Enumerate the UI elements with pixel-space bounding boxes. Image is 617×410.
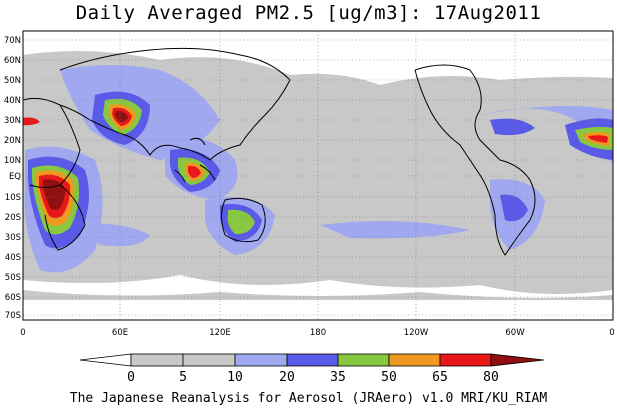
colorbar-segment (439, 353, 492, 367)
colorbar (79, 353, 545, 367)
colorbar-label: 50 (381, 370, 397, 385)
colorbar-segment (490, 353, 545, 367)
colorbar-label: 20 (279, 370, 295, 385)
lat-label: 20N (4, 136, 21, 146)
colorbar-segment (182, 353, 236, 367)
colorbar-label: 80 (483, 370, 499, 385)
colorbar-segment (234, 353, 288, 367)
lat-label: 10S (5, 193, 21, 203)
colorbar-label: 5 (179, 370, 187, 385)
colorbar-label: 0 (127, 370, 135, 385)
lat-label: 40N (4, 96, 21, 106)
lat-label: 70N (4, 36, 21, 46)
map-frame (22, 30, 614, 321)
colorbar-label: 35 (330, 370, 346, 385)
colorbar-label: 10 (227, 370, 243, 385)
coastlines (23, 47, 536, 256)
lat-label: 60N (4, 56, 21, 66)
lat-label: 30N (4, 116, 21, 126)
lon-label: 60E (112, 328, 128, 338)
colorbar-labels: 0 5 10 20 35 50 65 80 (127, 370, 499, 385)
colorbar-segment (388, 353, 441, 367)
colorbar-segment (286, 353, 339, 367)
lon-label: 120W (404, 328, 429, 338)
lat-label: 50N (4, 76, 21, 86)
lon-label: 0 (20, 328, 25, 338)
lat-label: 60S (5, 293, 21, 303)
lat-label: 50S (5, 273, 21, 283)
lat-label: 40S (5, 253, 21, 263)
colorbar-segment (79, 353, 132, 367)
colorbar-label: 65 (432, 370, 448, 385)
credit-line: The Japanese Reanalysis for Aerosol (JRA… (69, 391, 548, 406)
lon-label: 0 (609, 328, 614, 338)
lat-label: 10N (4, 156, 21, 166)
colorbar-segment (337, 353, 390, 367)
colorbar-segment (130, 353, 184, 367)
lat-label: 20S (5, 213, 21, 223)
lat-label: EQ (9, 172, 21, 182)
pm25-field (23, 31, 613, 320)
map-title: Daily Averaged PM2.5 [ug/m3]: 17Aug2011 (75, 2, 542, 24)
lat-label: 70S (5, 311, 21, 321)
longitude-labels: 0 60E 120E 180 120W 60W 0 (20, 328, 614, 338)
lon-label: 120E (209, 328, 231, 338)
lat-label: 30S (5, 233, 21, 243)
graticule (23, 31, 613, 320)
lon-label: 180 (310, 328, 326, 338)
lon-label: 60W (505, 328, 525, 338)
latitude-labels: 70N 60N 50N 40N 30N 20N 10N EQ 10S 20S 3… (4, 36, 21, 321)
